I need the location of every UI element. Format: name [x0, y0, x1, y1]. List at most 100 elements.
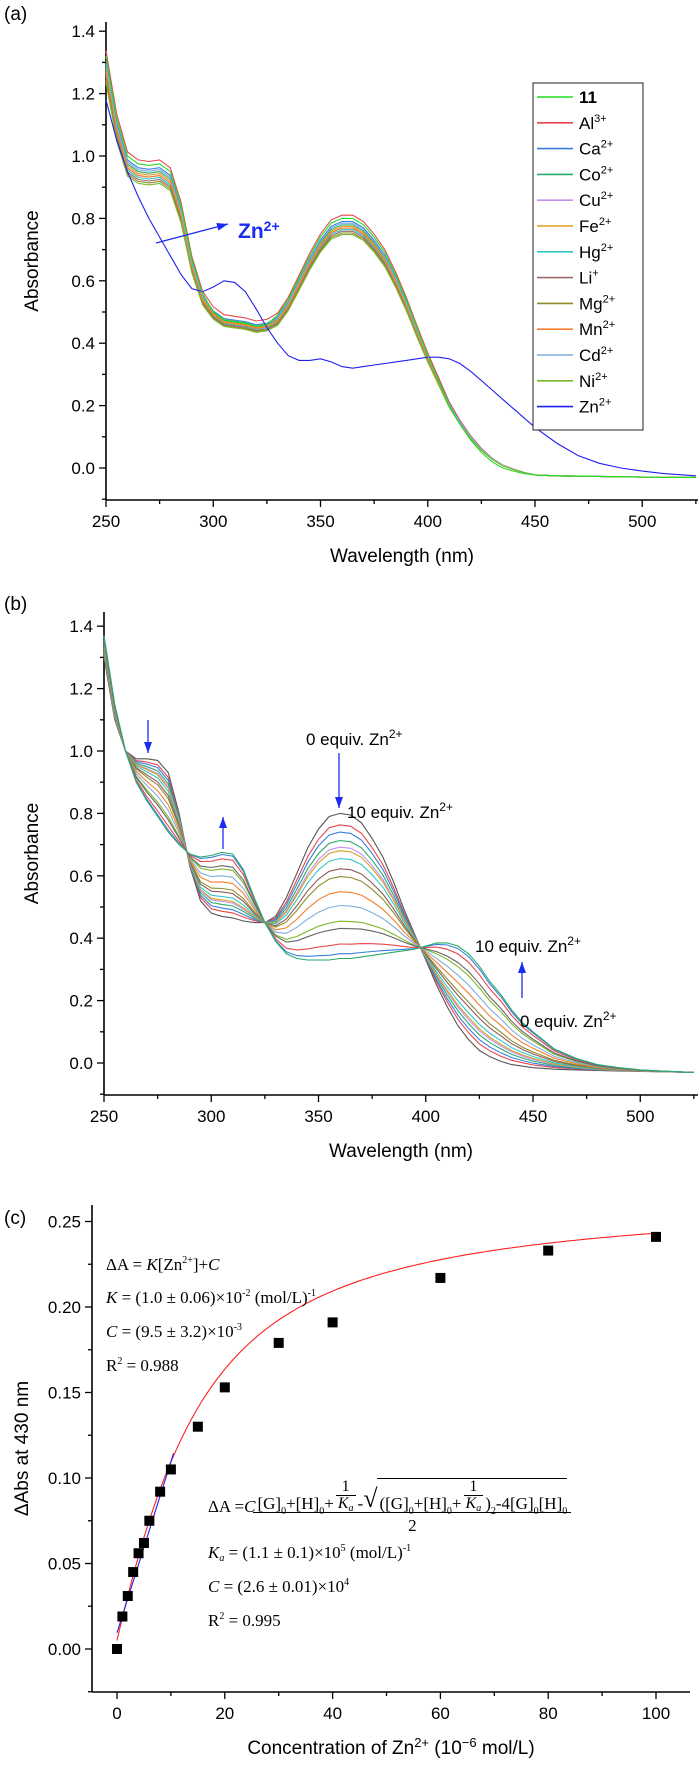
y-tick-label: 1.2	[69, 680, 93, 699]
x-tick-label: 80	[539, 1704, 558, 1723]
eq-r-line: R2 = 0.995	[208, 1611, 569, 1630]
y-tick-label: 0.0	[71, 459, 95, 478]
legend-item: Li+	[537, 268, 599, 288]
panel-label: (a)	[4, 4, 27, 25]
eq-text: +[H]	[413, 1494, 447, 1513]
x-tick-label: 250	[90, 1107, 118, 1126]
legend-item: Cu2+	[537, 190, 613, 210]
legend-box	[532, 82, 644, 431]
eq-line-2: K = (1.0 ± 0.06)×10-2 (mol/L)-1	[106, 1289, 316, 1323]
legend-label: Al3+	[579, 113, 607, 133]
eq-denominator: Ka	[463, 1495, 484, 1514]
eq-text: = (2.6 ± 0.01)×10	[219, 1577, 345, 1596]
eq-symbol: K	[208, 1543, 220, 1562]
eq-text: (mol/L)	[345, 1543, 403, 1562]
y-tick-label: 0.25	[48, 1213, 81, 1232]
legend-label: Hg2+	[579, 242, 613, 262]
y-tick-label: 0.6	[69, 867, 93, 886]
x-tick-label: 20	[215, 1704, 234, 1723]
eq-text: [Zn	[157, 1255, 183, 1274]
x-tick-label: 500	[628, 512, 656, 531]
eq-text: +[H]	[286, 1494, 320, 1513]
legend-item: Ca2+	[537, 139, 613, 159]
eq-sub: a	[348, 1503, 354, 1514]
x-tick-label: 100	[642, 1704, 670, 1723]
y-tick-label: 0.15	[48, 1384, 81, 1403]
y-tick-label: 0.4	[71, 334, 95, 353]
data-point	[138, 1537, 149, 1548]
panel-a-series	[105, 50, 696, 478]
shoulder-decrease-arrow-head	[144, 742, 152, 753]
y-tick-label: 1.4	[69, 617, 93, 636]
panel-a-axes: 250 300 350 400 450 500 0.0 0.2 0.4 0.6 0.8 1.0 1.2 1…	[4, 4, 698, 567]
y-tick-label: 1.0	[71, 147, 95, 166]
x-tick-label: 400	[412, 1107, 440, 1126]
label-10-equiv-peak: 10 equiv. Zn2+	[347, 800, 453, 822]
y-tick-label: 0.8	[69, 804, 93, 823]
band-308-increase-arrow	[219, 817, 227, 849]
y-tick-label: 0.0	[69, 1054, 93, 1073]
legend-label: Mn2+	[579, 319, 615, 339]
legend-item: Mg2+	[537, 293, 615, 313]
data-point	[128, 1567, 139, 1578]
data-point	[651, 1231, 661, 1242]
eq-text: 1	[341, 1478, 350, 1495]
eq-symbol: K	[106, 1288, 118, 1307]
panel-b-axes: 250 300 350 400 450 500 0.0 0.2 0.4 0.6 0.8 1.0 1.2 1…	[4, 594, 698, 1162]
x-tick-label: 0	[112, 1704, 121, 1723]
spectrum-ni	[105, 82, 696, 478]
y-tick-label: 0.10	[48, 1469, 81, 1488]
eq-denominator: 2	[253, 1512, 572, 1534]
legend-item: Hg2+	[537, 242, 613, 262]
eq-line-4: R2 = 0.988	[106, 1357, 316, 1375]
label-0-equiv-tail: 0 equiv. Zn2+	[520, 1009, 617, 1031]
eq-sup: 4	[344, 1577, 350, 1588]
eq-sub: a	[219, 1553, 225, 1564]
y-tick-label: 0.8	[71, 209, 95, 228]
data-point	[112, 1644, 122, 1654]
eq-text: R	[208, 1611, 220, 1630]
eq-denominator: Ka	[335, 1495, 356, 1514]
legend-item: Ni2+	[537, 371, 608, 391]
eq-symbol: C	[208, 1255, 220, 1274]
eq-c-line: C = (2.6 ± 0.01)×104	[208, 1578, 569, 1612]
eq-symbol: C	[208, 1577, 220, 1596]
eq-text: ]+	[192, 1255, 209, 1274]
legend-item: Mn2+	[537, 319, 615, 339]
eq-text: (mol/L)	[250, 1288, 308, 1307]
y-tick-label: 1.4	[71, 22, 95, 41]
eq-sup: -1	[307, 1288, 316, 1299]
eq-sup: -2	[242, 1288, 251, 1299]
panel-c-axes: 0 20 40 60 80 100 0.00 0.05 0.10 0.15 0.20 0.25 Conc…	[4, 1205, 690, 1759]
eq-ka-line: Ka = (1.1 ± 0.1)×105 (mol/L)-1	[208, 1544, 569, 1578]
x-tick-label: 450	[521, 512, 549, 531]
eq-symbol: C	[244, 1496, 256, 1516]
eq-symbol: K	[337, 1495, 349, 1512]
eq-sup: 2	[219, 1611, 225, 1622]
spectrum-zn	[105, 99, 696, 477]
x-axis-title: Wavelength (nm)	[330, 546, 474, 567]
binding-fit-equation: ΔA = C [G] 0 +[H] 0 + 1 Ka - √ ([G] 0 +[H] 0 + 1 Ka…	[208, 1478, 572, 1630]
data-point	[133, 1548, 144, 1559]
x-tick-label: 40	[323, 1704, 342, 1723]
legend-label: Zn2+	[579, 397, 611, 417]
panel-label: (b)	[4, 594, 27, 615]
x-axis-title: Concentration of Zn2+ (10−6 mol/L)	[247, 1735, 534, 1759]
eq-sup: -1	[402, 1543, 412, 1554]
spectrum-11	[105, 56, 696, 478]
y-tick-label: 0.20	[48, 1298, 81, 1317]
legend-item: Cd2+	[537, 345, 613, 365]
eq-text: = (1.0 ± 0.06)×10	[117, 1288, 243, 1307]
data-point	[219, 1382, 230, 1393]
label-0-equiv-peak: 0 equiv. Zn2+	[306, 727, 403, 749]
y-axis-title: Absorbance	[22, 210, 43, 311]
peak-decrease-arrow	[335, 753, 343, 808]
eq-text: ([G]	[379, 1494, 409, 1513]
eq-text: ΔA =	[106, 1255, 147, 1274]
data-point	[543, 1245, 554, 1256]
legend-label: Cu2+	[579, 190, 613, 210]
eq-symbol: K	[465, 1495, 477, 1512]
nonlinear-fit-curve	[116, 1232, 657, 1641]
